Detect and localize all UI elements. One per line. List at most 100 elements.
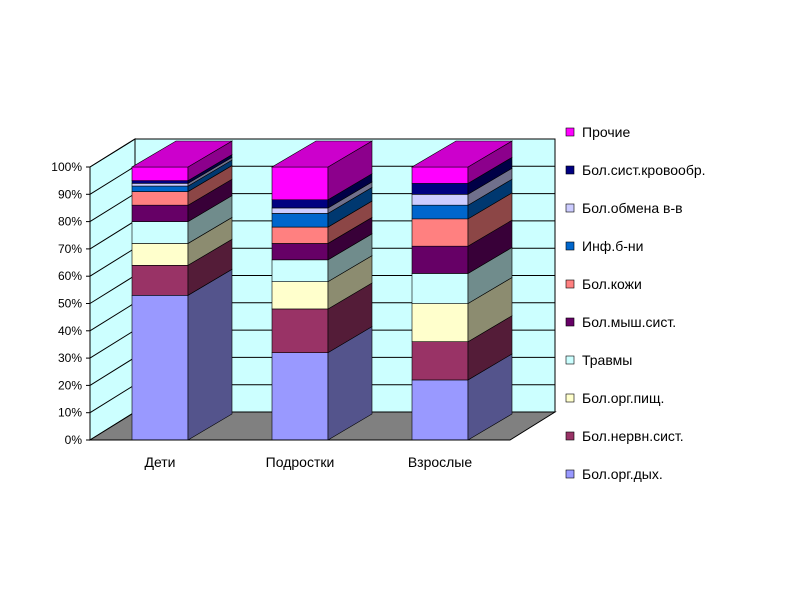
bar-front-face (411, 218, 469, 247)
bar-segment (411, 219, 513, 274)
bar-front-face (131, 185, 189, 192)
bar-front-face (411, 183, 469, 195)
bar-top-face (130, 140, 234, 168)
bar-front-face (131, 221, 189, 244)
bar-segment (411, 315, 513, 381)
bar-front-face (131, 191, 189, 206)
bar-front-face (411, 379, 469, 441)
legend-item: Бол.орг.дых. (565, 466, 663, 482)
bar-front-face (131, 295, 189, 441)
bar-front-face (271, 352, 329, 441)
legend-label: Бол.кожи (582, 276, 642, 292)
bar-top-face (270, 140, 374, 168)
legend-item: Бол.кожи (565, 276, 642, 292)
bar-side-face (187, 268, 233, 441)
y-tick-label: 10% (58, 406, 82, 420)
bar-segment (131, 216, 233, 266)
bar-front-face (271, 243, 329, 261)
bar-segment (131, 178, 233, 223)
y-tick-label: 40% (58, 324, 82, 338)
y-tick-label: 90% (58, 187, 82, 201)
legend-label: Бол.орг.пищ. (582, 390, 664, 406)
legend-item: Прочие (565, 124, 630, 140)
legend-label: Бол.обмена в-в (582, 200, 683, 216)
bar-front-face (271, 281, 329, 310)
bar-front-face (411, 273, 469, 304)
legend-label: Бол.сист.кровообр. (582, 162, 706, 178)
bar-front-face (271, 226, 329, 244)
bar-front-face (411, 166, 469, 184)
legend-item: Бол.сист.кровообр. (565, 162, 706, 178)
bar-segment (410, 140, 514, 184)
bar-front-face (131, 166, 189, 181)
bar-segment (131, 159, 233, 193)
bar-front-face (411, 204, 469, 220)
bar-front-face (271, 308, 329, 353)
legend-swatch (565, 355, 575, 365)
legend-swatch (565, 165, 575, 175)
x-tick-label: Взрослые (408, 454, 473, 470)
legend-label: Инф.б-ни (582, 238, 643, 254)
bar-segment (411, 167, 513, 206)
y-tick-label: 80% (58, 215, 82, 229)
bar-segment (271, 326, 373, 441)
bar-front-face (271, 213, 329, 228)
legend-swatch (565, 279, 575, 289)
legend-swatch (565, 393, 575, 403)
legend-item: Травмы (565, 352, 632, 368)
legend-swatch (565, 203, 575, 213)
legend-swatch (565, 431, 575, 441)
legend-label: Травмы (582, 352, 632, 368)
gridline (89, 138, 555, 168)
bar-segment (131, 238, 233, 296)
x-tick-label: Дети (144, 454, 175, 470)
legend-item: Инф.б-ни (565, 238, 643, 254)
legend-item: Бол.нервн.сист. (565, 428, 684, 444)
bar-front-face (131, 243, 189, 266)
legend-item: Бол.мыш.сист. (565, 314, 676, 330)
bar-front-face (271, 207, 329, 214)
bar-segment (131, 195, 233, 244)
bar-front-face (131, 264, 189, 296)
legend-item: Бол.обмена в-в (565, 200, 683, 216)
y-tick-label: 50% (58, 297, 82, 311)
legend-label: Бол.мыш.сист. (582, 314, 676, 330)
bar-segment (131, 165, 233, 206)
bar-front-face (271, 199, 329, 209)
legend-label: Бол.нервн.сист. (582, 428, 684, 444)
bar-front-face (271, 259, 329, 282)
bar-front-face (271, 166, 329, 201)
bar-segment (411, 246, 513, 305)
legend-swatch (565, 317, 575, 327)
bar-front-face (411, 194, 469, 206)
legend-swatch (565, 127, 575, 137)
y-tick-label: 0% (65, 433, 83, 447)
legend-swatch (565, 469, 575, 479)
bar-segment (130, 140, 234, 182)
bar-segment (411, 276, 513, 343)
legend-label: Бол.орг.дых. (582, 466, 663, 482)
bar-segment (270, 140, 374, 201)
y-tick-label: 20% (58, 378, 82, 392)
legend-swatch (565, 241, 575, 251)
bar-front-face (131, 180, 189, 184)
bar-front-face (411, 245, 469, 274)
bar-front-face (131, 183, 189, 187)
bar-segment (411, 353, 513, 441)
x-tick-label: Подростки (266, 454, 335, 470)
y-tick-label: 70% (58, 242, 82, 256)
bar-segment (411, 192, 513, 247)
legend-item: Бол.орг.пищ. (565, 390, 664, 406)
y-tick-label: 100% (51, 160, 82, 174)
bar-front-face (131, 204, 189, 222)
y-tick-label: 60% (58, 269, 82, 283)
bar-front-face (411, 341, 469, 381)
bar-segment (411, 156, 513, 195)
bar-segment (271, 255, 373, 310)
bar-top-face (410, 140, 514, 168)
bar-front-face (411, 303, 469, 343)
y-tick-label: 30% (58, 351, 82, 365)
legend-label: Прочие (582, 124, 630, 140)
